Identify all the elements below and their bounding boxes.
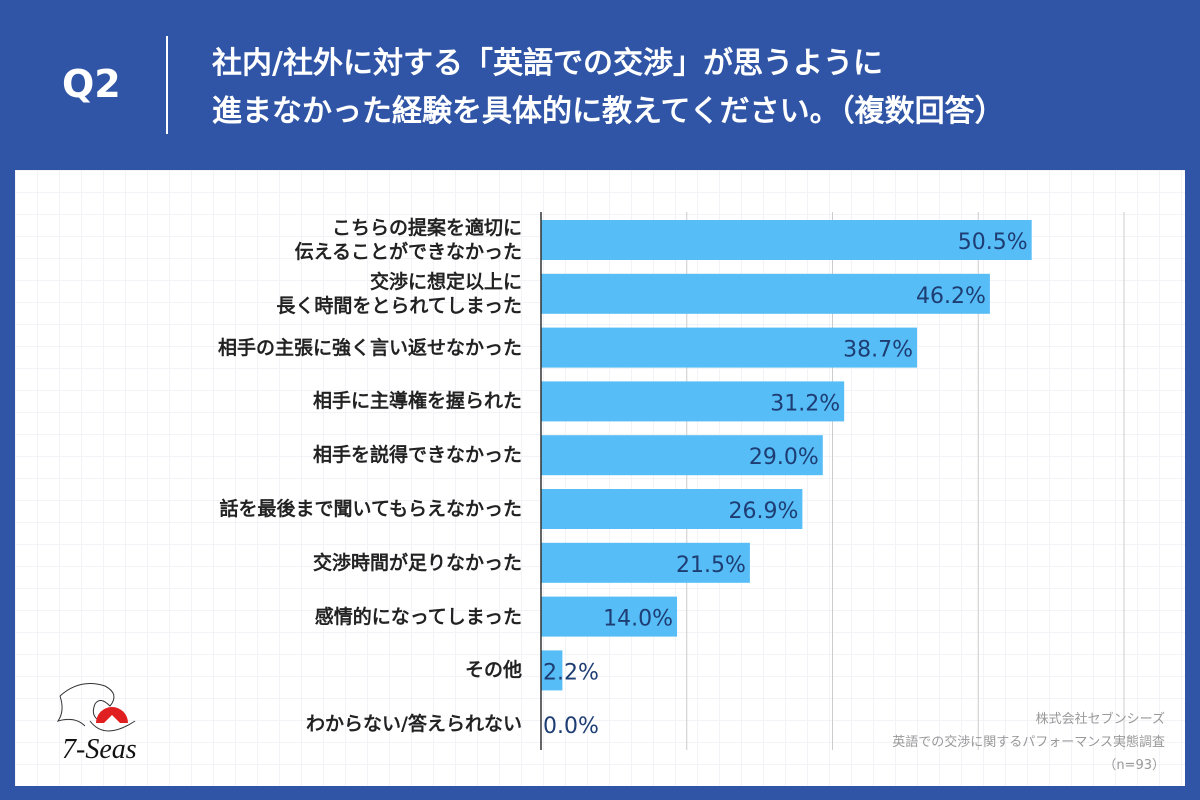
category-label: 感情的になってしまった (314, 605, 522, 628)
category-label: わからない/答えられない (306, 713, 522, 736)
value-label: 21.5% (676, 553, 746, 578)
category-label: 交渉時間が足りなかった (312, 551, 522, 574)
bar (541, 273, 990, 314)
header-divider (166, 36, 168, 134)
value-label: 0.0% (543, 714, 599, 739)
wave-sun-icon: 7-Seas (56, 683, 137, 765)
survey-note: 英語での交渉に関するパフォーマンス実態調査 (892, 735, 1165, 750)
value-label: 29.0% (749, 445, 819, 470)
category-label: 相手を説得できなかった (312, 444, 522, 467)
value-label: 26.9% (728, 499, 798, 524)
bar (541, 650, 563, 691)
bar (541, 327, 918, 368)
bar (541, 489, 803, 529)
logo-text: 7-Seas (62, 734, 137, 765)
category-label: 話を最後まで聞いてもらえなかった (219, 498, 522, 520)
bar (541, 435, 823, 476)
category-label: こちらの提案を適切に 伝えることができなかった (294, 217, 522, 263)
value-label: 38.7% (843, 338, 913, 363)
header: Q2 社内/社外に対する「英語での交渉」が思うように 進まなかった経験を具体的に… (0, 0, 1200, 170)
category-label: 交渉に想定以上に 長く時間をとられてしまった (276, 270, 522, 317)
value-label: 46.2% (916, 284, 986, 309)
company-note: 株式会社セブンシーズ (1035, 712, 1165, 727)
sample-size-note: （n=93） (1103, 758, 1165, 773)
category-label: 相手に主導権を握られた (312, 390, 522, 413)
bar (541, 381, 845, 422)
bar (541, 596, 678, 637)
value-label: 50.5% (958, 230, 1028, 255)
value-label: 31.2% (770, 391, 840, 416)
chart-panel (15, 170, 1185, 786)
bar (541, 220, 1032, 260)
seven-seas-logo: 7-Seas (50, 676, 150, 770)
question-title: 社内/社外に対する「英語での交渉」が思うように 進まなかった経験を具体的に教えて… (212, 46, 1005, 129)
bar (541, 542, 750, 583)
category-label: 相手の主張に強く言い返せなかった (217, 336, 522, 359)
category-label: その他 (464, 659, 522, 682)
value-label: 14.0% (603, 607, 673, 632)
question-number: Q2 (62, 62, 121, 106)
value-label: 2.2% (543, 660, 599, 685)
